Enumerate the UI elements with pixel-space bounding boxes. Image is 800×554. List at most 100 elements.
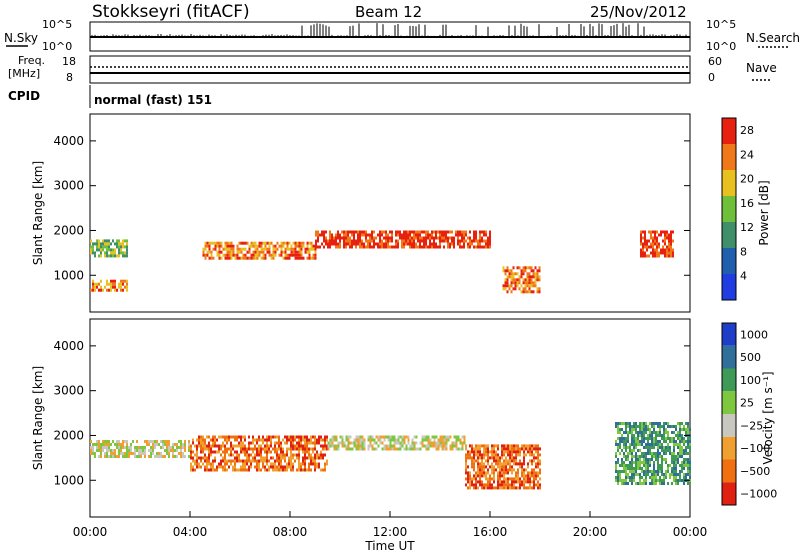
velocity-echo-cell: [184, 449, 186, 452]
velocity-echo-cell: [104, 440, 106, 443]
velocity-echo-cell: [485, 459, 487, 463]
power-echo-cell: [363, 233, 365, 237]
velocity-echo-cell: [302, 447, 304, 451]
velocity-echo-cell: [367, 435, 370, 439]
power-echo-cell: [116, 242, 118, 246]
power-echo-cell: [367, 233, 369, 237]
velocity-echo-cell: [629, 461, 631, 464]
power-echo-cell: [357, 239, 359, 243]
velocity-colorbar-tick-label: −500: [740, 465, 770, 478]
velocity-echo-cell: [535, 471, 537, 475]
velocity-echo-cell: [535, 477, 537, 481]
velocity-echo-cell: [238, 453, 240, 457]
power-echo-cell: [463, 239, 465, 243]
velocity-echo-cell: [361, 441, 364, 445]
velocity-echo-cell: [487, 444, 489, 448]
velocity-echo-cell: [473, 462, 475, 466]
velocity-echo-cell: [178, 452, 180, 455]
velocity-echo-cell: [331, 438, 334, 442]
velocity-echo-cell: [238, 441, 240, 445]
velocity-echo-cell: [102, 446, 104, 449]
velocity-echo-cell: [639, 464, 641, 467]
velocity-echo-cell: [495, 486, 497, 490]
velocity-echo-cell: [224, 453, 226, 457]
velocity-echo-cell: [669, 440, 671, 443]
velocity-echo-cell: [625, 479, 627, 482]
power-echo-cell: [369, 242, 371, 246]
power-echo-cell: [96, 242, 98, 246]
velocity-echo-cell: [617, 479, 619, 482]
power-echo-cell: [230, 244, 233, 248]
power-echo-cell: [516, 278, 519, 282]
velocity-echo-cell: [685, 464, 687, 467]
velocity-echo-cell: [671, 467, 673, 470]
power-echo-cell: [280, 247, 283, 251]
velocity-echo-cell: [659, 443, 661, 446]
velocity-echo-cell: [359, 435, 362, 439]
velocity-echo-cell: [677, 422, 679, 425]
velocity-echo-cell: [152, 446, 154, 449]
power-echo-cell: [411, 242, 413, 246]
velocity-echo-cell: [481, 462, 483, 466]
velocity-echo-cell: [455, 447, 458, 451]
velocity-echo-cell: [641, 467, 643, 470]
power-echo-cell: [122, 242, 124, 246]
power-echo-cell: [536, 287, 539, 291]
velocity-echo-cell: [224, 435, 226, 439]
velocity-echo-cell: [290, 450, 292, 454]
velocity-echo-cell: [288, 435, 290, 439]
velocity-echo-cell: [312, 462, 314, 466]
velocity-echo-cell: [194, 453, 196, 457]
velocity-echo-cell: [631, 425, 633, 428]
velocity-echo-cell: [302, 462, 304, 466]
velocity-echo-cell: [252, 447, 254, 451]
power-echo-cell: [321, 233, 323, 237]
velocity-echo-cell: [523, 450, 525, 454]
velocity-echo-cell: [521, 465, 523, 469]
power-echo-cell: [435, 236, 437, 240]
velocity-echo-cell: [663, 434, 665, 437]
power-echo-cell: [385, 230, 387, 234]
power-echo-cell: [538, 278, 541, 282]
velocity-echo-cell: [495, 459, 497, 463]
velocity-echo-cell: [627, 467, 629, 470]
power-echo-cell: [339, 242, 341, 246]
velocity-echo-cell: [300, 468, 302, 472]
power-echo-cell: [124, 279, 126, 283]
velocity-echo-cell: [515, 444, 517, 448]
velocity-echo-cell: [290, 444, 292, 448]
power-echo-cell: [423, 245, 425, 249]
power-echo-cell: [654, 248, 656, 252]
velocity-echo-cell: [639, 443, 641, 446]
velocity-echo-cell: [677, 479, 679, 482]
velocity-echo-cell: [248, 468, 250, 472]
power-echo-cell: [126, 245, 128, 249]
velocity-echo-cell: [345, 438, 348, 442]
power-echo-cell: [465, 233, 467, 237]
velocity-echo-cell: [679, 479, 681, 482]
power-echo-cell: [451, 230, 453, 234]
velocity-echo-cell: [286, 465, 288, 469]
velocity-echo-cell: [377, 438, 380, 442]
velocity-echo-cell: [433, 438, 436, 442]
velocity-echo-cell: [202, 441, 204, 445]
velocity-echo-cell: [202, 450, 204, 454]
velocity-echo-cell: [669, 446, 671, 449]
velocity-echo-cell: [645, 473, 647, 476]
power-echo-cell: [534, 272, 537, 276]
power-colorbar-tick-label: 16: [740, 197, 754, 210]
power-echo-cell: [118, 254, 120, 258]
velocity-echo-cell: [537, 453, 539, 457]
velocity-echo-cell: [162, 455, 164, 458]
power-echo-cell: [459, 242, 461, 246]
power-echo-cell: [96, 245, 98, 249]
velocity-echo-cell: [126, 440, 128, 443]
velocity-echo-cell: [415, 441, 418, 445]
power-echo-cell: [387, 233, 389, 237]
velocity-echo-cell: [685, 452, 687, 455]
power-echo-cell: [110, 282, 112, 286]
velocity-echo-cell: [196, 444, 198, 448]
velocity-echo-cell: [276, 435, 278, 439]
power-echo-cell: [218, 250, 221, 254]
